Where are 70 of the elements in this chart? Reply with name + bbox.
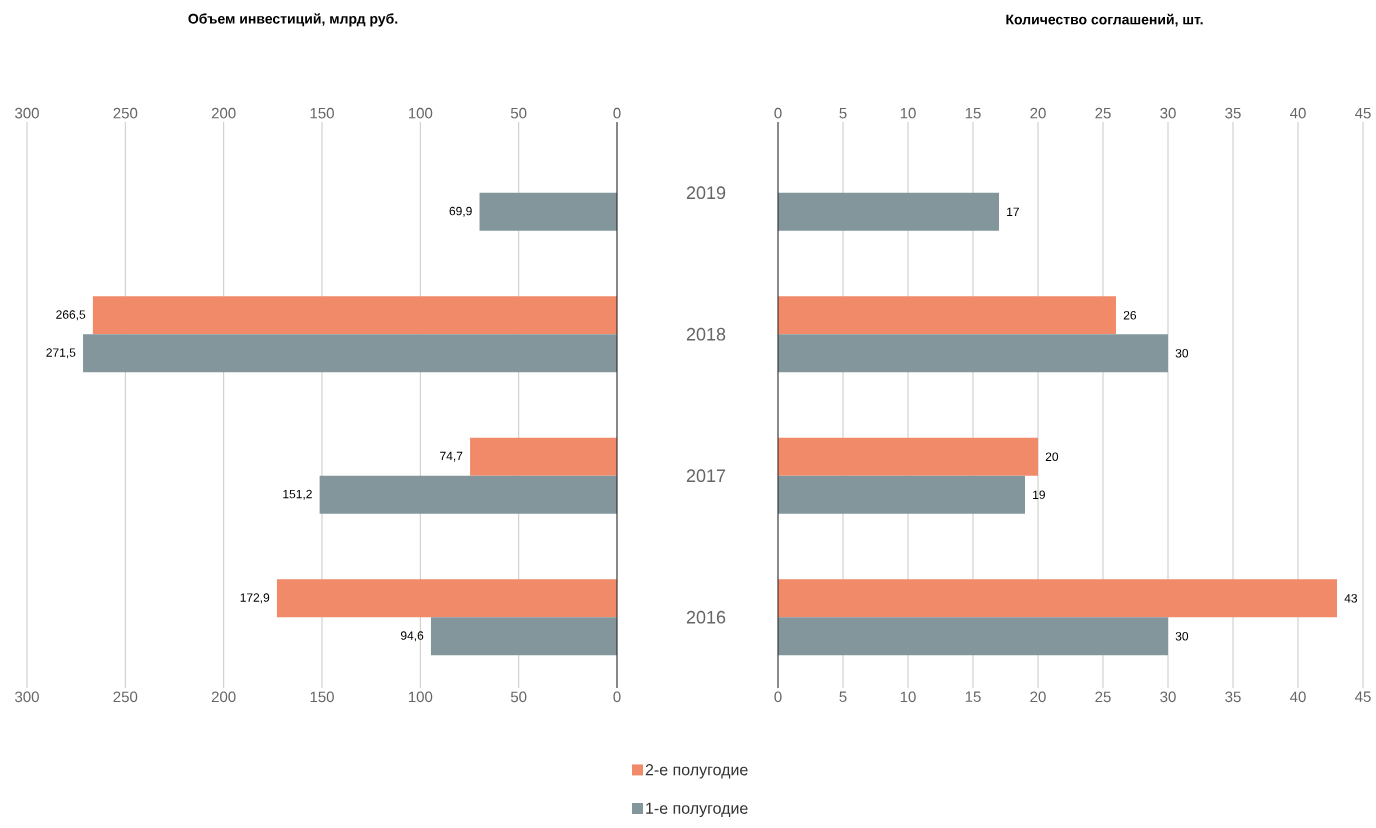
x-tick-label: 40 <box>1290 107 1306 119</box>
chart-title: Количество соглашений, шт. <box>1006 13 1203 27</box>
x-tick-label: 150 <box>310 107 334 119</box>
data-label: 43 <box>1344 594 1358 603</box>
x2-tick-label: 150 <box>310 691 334 703</box>
x-tick-label: 250 <box>113 107 138 119</box>
bar <box>276 579 617 618</box>
bar <box>778 475 1026 514</box>
x2-tick-label: 250 <box>113 691 138 703</box>
bar <box>92 296 617 335</box>
x2-tick-label: 20 <box>1030 691 1046 703</box>
x2-tick-label: 10 <box>900 691 916 703</box>
x-tick-label: 0 <box>613 107 621 119</box>
x-tick-label: 5 <box>839 108 847 119</box>
bar <box>479 192 617 231</box>
x2-tick-label: 0 <box>774 691 782 703</box>
x-tick-label: 0 <box>774 107 782 119</box>
bar <box>319 475 617 514</box>
bar <box>778 192 1000 231</box>
x2-tick-label: 45 <box>1355 691 1371 702</box>
bar <box>778 334 1169 373</box>
bar <box>83 334 617 373</box>
x-tick-label: 100 <box>408 107 433 119</box>
bar <box>778 437 1039 476</box>
x2-tick-label: 15 <box>965 691 981 702</box>
bar <box>430 617 617 656</box>
x-tick-label: 200 <box>211 107 236 119</box>
x2-tick-label: 200 <box>211 691 236 703</box>
data-label: 69,9 <box>449 206 472 217</box>
legend-label: 1-е полугодие <box>646 802 748 818</box>
bar <box>778 617 1169 656</box>
bar <box>470 437 617 476</box>
x-tick-label: 10 <box>900 107 916 119</box>
data-label: 30 <box>1175 632 1189 641</box>
data-label: 94,6 <box>400 631 424 642</box>
x-tick-label: 50 <box>510 107 527 119</box>
data-label: 17 <box>1007 207 1019 216</box>
x-tick-label: 45 <box>1355 108 1371 119</box>
legend-label: 2-е полугодие <box>645 764 748 779</box>
data-label: 20 <box>1045 452 1059 461</box>
data-label: 19 <box>1033 490 1045 499</box>
y-tick-label: 2018 <box>686 327 726 341</box>
x2-tick-label: 300 <box>15 691 39 703</box>
x2-tick-label: 100 <box>408 691 433 703</box>
data-label: 26 <box>1123 311 1137 320</box>
data-label: 266,5 <box>56 310 86 321</box>
data-label: 271,5 <box>46 348 76 359</box>
x2-tick-label: 50 <box>510 691 527 703</box>
x-tick-label: 20 <box>1030 107 1046 119</box>
x-tick-label: 25 <box>1095 107 1111 119</box>
x-tick-label: 35 <box>1225 107 1241 119</box>
data-label: 74,7 <box>440 451 463 462</box>
y-tick-label: 2019 <box>686 186 726 200</box>
x2-tick-label: 25 <box>1095 691 1111 703</box>
chart-title: Объем инвестиций, млрд руб. <box>188 13 398 27</box>
y-tick-label: 2016 <box>686 610 726 624</box>
x2-tick-label: 0 <box>613 691 621 703</box>
data-label: 30 <box>1175 349 1189 358</box>
x2-tick-label: 35 <box>1225 691 1241 703</box>
data-label: 151,2 <box>283 489 312 500</box>
data-label: 172,9 <box>240 593 270 604</box>
y-tick-label: 2017 <box>686 469 726 483</box>
x2-tick-label: 5 <box>839 691 847 702</box>
x-tick-label: 300 <box>15 107 39 119</box>
x2-tick-label: 40 <box>1290 691 1306 703</box>
x-tick-label: 15 <box>965 108 981 119</box>
bar <box>778 296 1117 335</box>
x-tick-label: 30 <box>1160 107 1176 119</box>
bar <box>778 579 1338 618</box>
x2-tick-label: 30 <box>1160 691 1176 703</box>
